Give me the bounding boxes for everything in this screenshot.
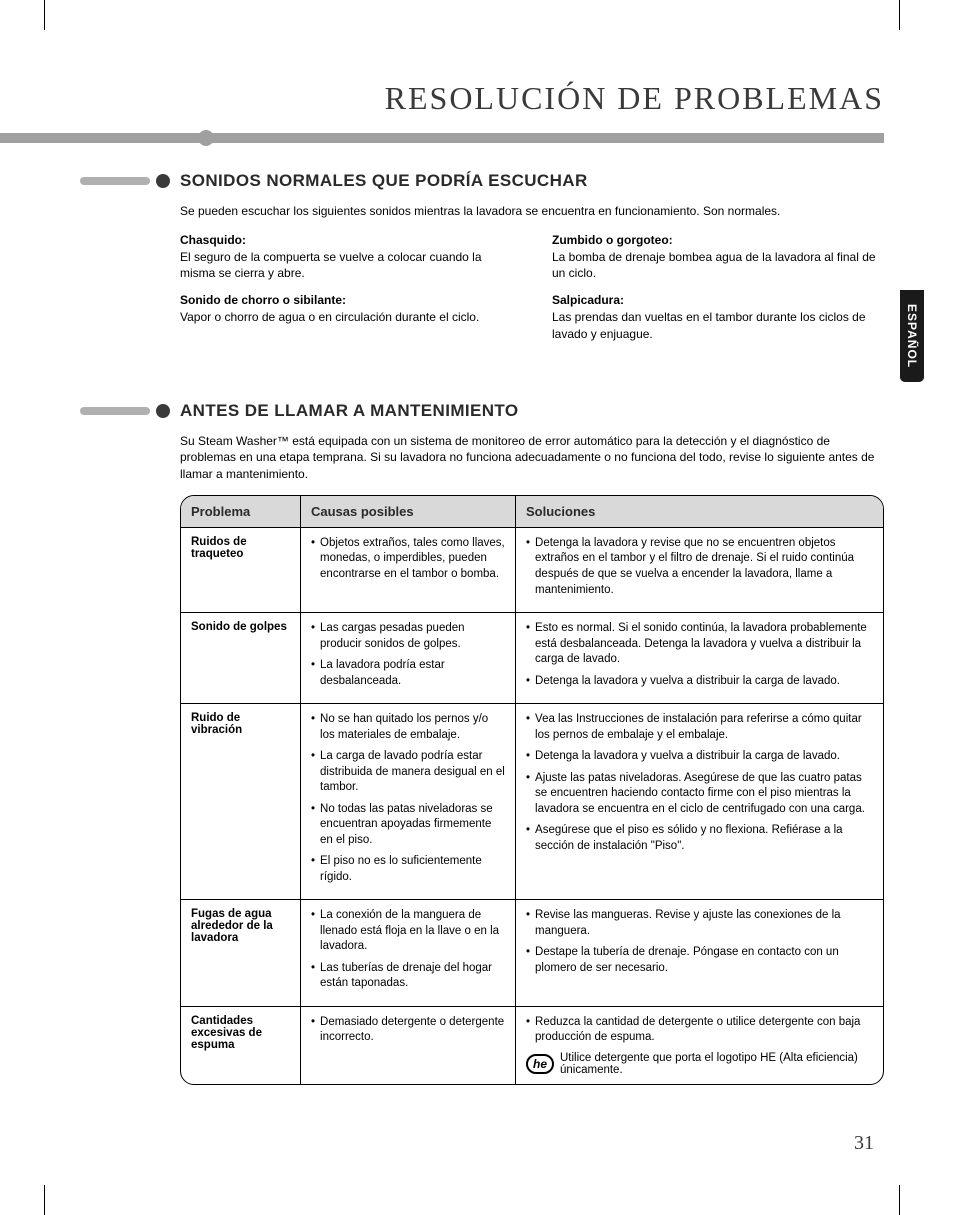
cause-item: La conexión de la manguera de llenado es… <box>311 908 505 955</box>
section-heading-text: ANTES DE LLAMAR A MANTENIMIENTO <box>180 401 519 420</box>
solution-item: Destape la tubería de drenaje. Póngase e… <box>526 945 873 976</box>
sounds-column-left: Chasquido:El seguro de la compuerta se v… <box>180 232 512 353</box>
sounds-column-right: Zumbido o gorgoteo:La bomba de drenaje b… <box>552 232 884 353</box>
table-row: Fugas de agua alrededor de la lavadoraLa… <box>181 900 883 1007</box>
section-heading-text: SONIDOS NORMALES QUE PODRÍA ESCUCHAR <box>180 171 588 190</box>
solutions-cell: Esto es normal. Si el sonido continúa, l… <box>516 613 883 703</box>
table-row: Cantidades excesivas de espuma Demasiado … <box>181 1007 883 1084</box>
cause-item: La carga de lavado podría estar distribu… <box>311 749 505 796</box>
cause-item: El piso no es lo suficientemente rígido. <box>311 854 505 885</box>
crop-mark <box>44 1185 45 1215</box>
solutions-cell: Vea las Instrucciones de instalación par… <box>516 704 883 899</box>
crop-mark <box>899 1185 900 1215</box>
solution-item: Detenga la lavadora y revise que no se e… <box>526 536 873 598</box>
solution-item: Ajuste las patas niveladoras. Asegúrese … <box>526 771 873 818</box>
section-body-sounds: Se pueden escuchar los siguientes sonido… <box>180 203 884 353</box>
causes-cell: Demasiado detergente o detergente incorr… <box>301 1007 516 1084</box>
table-header-solutions: Soluciones <box>516 496 883 527</box>
title-divider <box>80 133 884 143</box>
heading-bullet-icon <box>156 404 170 418</box>
solutions-cell: Detenga la lavadora y revise que no se e… <box>516 528 883 612</box>
cause-item: No todas las patas niveladoras se encuen… <box>311 802 505 849</box>
problem-cell: Ruidos de traqueteo <box>181 528 301 612</box>
sound-item: Sonido de chorro o sibilante:Vapor o cho… <box>180 292 512 326</box>
he-text: Utilice detergente que porta el logotipo… <box>560 1052 873 1076</box>
solution-item: Detenga la lavadora y vuelva a distribui… <box>526 674 873 690</box>
table-header-causes: Causas posibles <box>301 496 516 527</box>
heading-bullet-icon <box>156 174 170 188</box>
sound-text: Las prendas dan vueltas en el tambor dur… <box>552 310 866 341</box>
cause-item: Las cargas pesadas pueden producir sonid… <box>311 621 505 652</box>
solution-item: Revise las mangueras. Revise y ajuste la… <box>526 908 873 939</box>
solutions-cell: Revise las mangueras. Revise y ajuste la… <box>516 900 883 1006</box>
solution-item: Esto es normal. Si el sonido continúa, l… <box>526 621 873 668</box>
sound-text: El seguro de la compuerta se vuelve a co… <box>180 250 482 281</box>
table-header-row: Problema Causas posibles Soluciones <box>181 496 883 528</box>
causes-cell: La conexión de la manguera de llenado es… <box>301 900 516 1006</box>
cause-item: No se han quitado los pernos y/o los mat… <box>311 712 505 743</box>
table-row: Ruidos de traqueteoObjetos extraños, tal… <box>181 528 883 613</box>
sound-item: Salpicadura:Las prendas dan vueltas en e… <box>552 292 884 342</box>
problem-cell: Ruido de vibración <box>181 704 301 899</box>
sound-label: Chasquido: <box>180 232 512 249</box>
solution-item: Asegúrese que el piso es sólido y no fle… <box>526 823 873 854</box>
problem-cell: Fugas de agua alrededor de la lavadora <box>181 900 301 1006</box>
section-heading-service: ANTES DE LLAMAR A MANTENIMIENTO <box>80 401 884 421</box>
sound-label: Salpicadura: <box>552 292 884 309</box>
crop-mark <box>899 0 900 30</box>
causes-cell: Las cargas pesadas pueden producir sonid… <box>301 613 516 703</box>
cause-item: Demasiado detergente o detergente incorr… <box>311 1015 505 1046</box>
he-icon: he <box>526 1054 554 1074</box>
solutions-cell: Reduzca la cantidad de detergente o util… <box>516 1007 883 1084</box>
troubleshooting-table: Problema Causas posibles Soluciones Ruid… <box>180 495 884 1085</box>
cause-item: Las tuberías de drenaje del hogar están … <box>311 961 505 992</box>
page-number: 31 <box>854 1132 874 1155</box>
table-header-problem: Problema <box>181 496 301 527</box>
table-row: Sonido de golpes Las cargas pesadas puede… <box>181 613 883 704</box>
page-title: RESOLUCIÓN DE PROBLEMAS <box>80 80 884 117</box>
he-note: he Utilice detergente que porta el logoti… <box>526 1052 873 1076</box>
crop-mark <box>44 0 45 30</box>
sound-text: Vapor o chorro de agua o en circulación … <box>180 310 479 324</box>
sound-text: La bomba de drenaje bombea agua de la la… <box>552 250 876 281</box>
section-heading-sounds: SONIDOS NORMALES QUE PODRÍA ESCUCHAR <box>80 171 884 191</box>
sound-item: Zumbido o gorgoteo:La bomba de drenaje b… <box>552 232 884 282</box>
solution-item: Vea las Instrucciones de instalación par… <box>526 712 873 743</box>
solution-item: Detenga la lavadora y vuelva a distribui… <box>526 749 873 765</box>
section-body-service: Su Steam Washer™ está equipada con un si… <box>180 433 884 1085</box>
sound-label: Zumbido o gorgoteo: <box>552 232 884 249</box>
table-row: Ruido de vibración No se han quitado los … <box>181 704 883 900</box>
sounds-intro: Se pueden escuchar los siguientes sonido… <box>180 203 884 220</box>
sound-label: Sonido de chorro o sibilante: <box>180 292 512 309</box>
solution-item: Reduzca la cantidad de detergente o util… <box>526 1015 873 1046</box>
causes-cell: Objetos extraños, tales como llaves, mon… <box>301 528 516 612</box>
sound-item: Chasquido:El seguro de la compuerta se v… <box>180 232 512 282</box>
problem-cell: Cantidades excesivas de espuma <box>181 1007 301 1084</box>
cause-item: La lavadora podría estar desbalanceada. <box>311 658 505 689</box>
problem-cell: Sonido de golpes <box>181 613 301 703</box>
causes-cell: No se han quitado los pernos y/o los mat… <box>301 704 516 899</box>
service-intro: Su Steam Washer™ está equipada con un si… <box>180 433 884 483</box>
language-tab: ESPAÑOL <box>900 290 924 382</box>
cause-item: Objetos extraños, tales como llaves, mon… <box>311 536 505 583</box>
